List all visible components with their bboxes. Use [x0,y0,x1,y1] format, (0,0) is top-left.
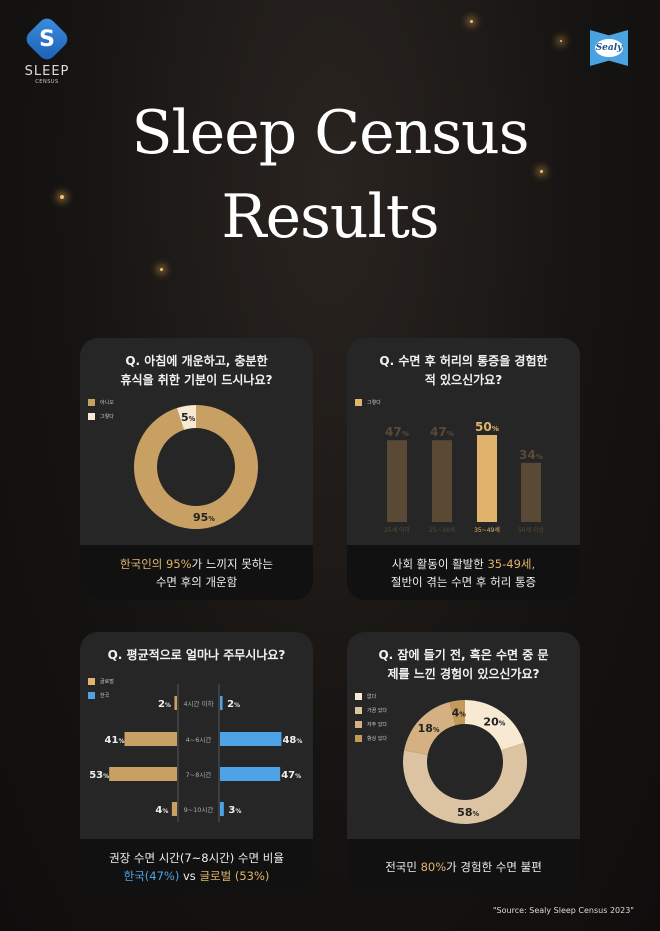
slice-label: 4% [452,706,467,719]
page-title-line2: Results [221,182,439,252]
logo-subtext: CENSUS [35,79,59,85]
sparkle [560,40,562,42]
bar-global-4시간 이하 [174,696,177,710]
donut-slice-그렇다 [176,405,196,430]
bar-value-label: 47% [385,425,409,439]
sealy-logo-text: Sealy [595,39,623,57]
legend-item: 한국 [88,688,114,702]
question: Q. 아침에 개운하고, 충분한 휴식을 취한 기분이 드시나요? [120,354,273,387]
card-morning-rest: Q. 아침에 개운하고, 충분한 휴식을 취한 기분이 드시나요? 아니오 그렇… [80,338,313,600]
bar-global-9~10시간 [171,802,177,816]
caption: 한국인의 95%가 느끼지 못하는 수면 후의 개운함 [80,545,313,600]
bar-korea-value: 2% [227,699,240,710]
donut-slice-아니오 [134,405,258,529]
bar-global-value: 4% [155,805,168,816]
category-label: 4~6시간 [186,735,212,744]
legend-label: 그렇다 [100,413,114,420]
sparkle [470,20,473,23]
question: Q. 수면 후 허리의 통증을 경험한 적 있으신가요? [379,354,548,387]
legend-label: 항상 있다 [367,735,387,742]
bar-chart: 47% 25세 이하 47% 25~34세 50% 35~49세 34% 50세 이상 [384,420,545,534]
legend-item: 글로벌 [88,674,114,688]
legend-item: 그렇다 [88,409,114,423]
bar-korea-value: 47% [281,770,301,781]
card-sleep-problems: Q. 잠에 들기 전, 혹은 수면 중 문제를 느낀 경험이 있으신가요? 없다… [347,632,580,894]
legend-item: 가끔 있다 [355,703,387,717]
sparkle [160,268,163,271]
sleep-census-logo: S SLEEP CENSUS [22,14,72,85]
bar-global-value: 2% [158,699,171,710]
card-back-pain: Q. 수면 후 허리의 통증을 경험한 적 있으신가요? 그렇다 47% 25세 … [347,338,580,600]
bar-korea-4시간 이하 [220,696,223,710]
bar-category-label: 35~49세 [474,526,500,534]
legend-item: 항상 있다 [355,731,387,745]
bar-global-4~6시간 [124,732,177,746]
slice-label: 5% [181,411,196,424]
legend-label: 글로벌 [100,678,114,685]
sealy-logo: Sealy [590,30,628,66]
legend: 그렇다 [355,395,381,409]
donut-slice-자주 있다 [404,701,456,755]
category-label: 7~8시간 [186,770,212,779]
legend: 글로벌 한국 [88,674,114,702]
bar-50세 이상 [521,462,541,522]
bar-korea-value: 3% [228,805,241,816]
legend: 아니오 그렇다 [88,395,114,423]
caption: 사회 활동이 활발한 35-49세, 절반이 겪는 수면 후 허리 통증 [347,545,580,600]
legend-label: 자주 있다 [367,721,387,728]
bar-korea-value: 48% [282,735,302,746]
bar-value-label: 47% [430,425,454,439]
bar-value-label: 50% [475,420,499,434]
bar-25세 이하 [387,440,407,522]
bar-value-label: 34% [519,448,543,462]
caption: 전국민 80%가 경험한 수면 불편 [347,839,580,894]
bar-category-label: 25세 이하 [384,526,411,534]
caption: 권장 수면 시간(7~8시간) 수면 비율 한국(47%) vs 글로벌 (53%… [80,839,313,894]
legend-label: 가끔 있다 [367,707,387,714]
question: Q. 평균적으로 얼마나 주무시나요? [107,648,286,662]
legend-item: 없다 [355,689,387,703]
logo-text: SLEEP [24,64,70,79]
legend-label: 아니오 [100,399,114,406]
sparkle [540,170,543,173]
bar-korea-9~10시간 [220,802,224,816]
slice-label: 18% [418,722,440,735]
legend-label: 한국 [100,692,110,699]
donut-slice-없다 [465,700,524,751]
legend-label: 그렇다 [367,399,381,406]
bar-global-value: 53% [89,770,109,781]
bar-category-label: 25~34세 [429,526,455,534]
donut-chart: 20% 58% 18% 4% [403,700,527,824]
bar-korea-7~8시간 [220,767,281,781]
butterfly-bar-chart: 2% 2% 4시간 이하 41% 48% 4~6시간 53% 47% 7~8시간 4% 3% 9~10… [89,684,302,822]
slice-label: 20% [483,716,505,729]
slice-label: 95% [193,511,215,524]
legend-item: 그렇다 [355,395,381,409]
legend-item: 자주 있다 [355,717,387,731]
category-label: 9~10시간 [184,805,214,814]
page-title-line1: Sleep Census [131,98,529,168]
donut-slice-가끔 있다 [403,742,527,824]
legend: 없다 가끔 있다 자주 있다 항상 있다 [355,689,387,745]
slice-label: 58% [457,806,479,819]
bar-global-7~8시간 [109,767,177,781]
bar-35~49세 [477,435,497,522]
donut-slice-항상 있다 [449,700,465,726]
source-note: "Source: Sealy Sleep Census 2023" [492,906,634,915]
question: Q. 잠에 들기 전, 혹은 수면 중 문제를 느낀 경험이 있으신가요? [378,648,549,681]
legend-label: 없다 [367,693,377,700]
bar-korea-4~6시간 [220,732,282,746]
legend-item: 아니오 [88,395,114,409]
donut-chart: 95% 5% [134,405,258,529]
bar-global-value: 41% [105,735,125,746]
card-sleep-hours: Q. 평균적으로 얼마나 주무시나요? 글로벌 한국 2% 2% 4시간 이하 41%… [80,632,313,894]
bar-category-label: 50세 이상 [518,526,545,534]
sparkle [60,195,64,199]
bar-25~34세 [432,440,452,522]
category-label: 4시간 이하 [183,699,213,708]
